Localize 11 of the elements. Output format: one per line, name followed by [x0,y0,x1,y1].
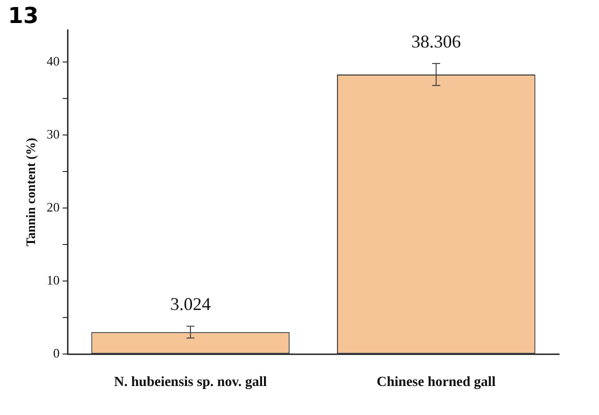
y-axis-title: Tannin content (%) [23,138,38,246]
x-tick-label: Chinese horned gall [376,375,496,390]
y-tick-label: 20 [46,200,60,215]
y-tick-label: 30 [46,126,60,142]
data-label: 38.306 [411,31,461,52]
data-label: 3.024 [170,294,211,314]
x-tick-label: N. hubeiensis sp. nov. gall [114,375,267,390]
text: 13 [8,4,39,29]
y-tick-label: 10 [46,272,60,288]
y-tick-label: 40 [46,54,60,69]
y-tick-label: 0 [53,346,60,361]
